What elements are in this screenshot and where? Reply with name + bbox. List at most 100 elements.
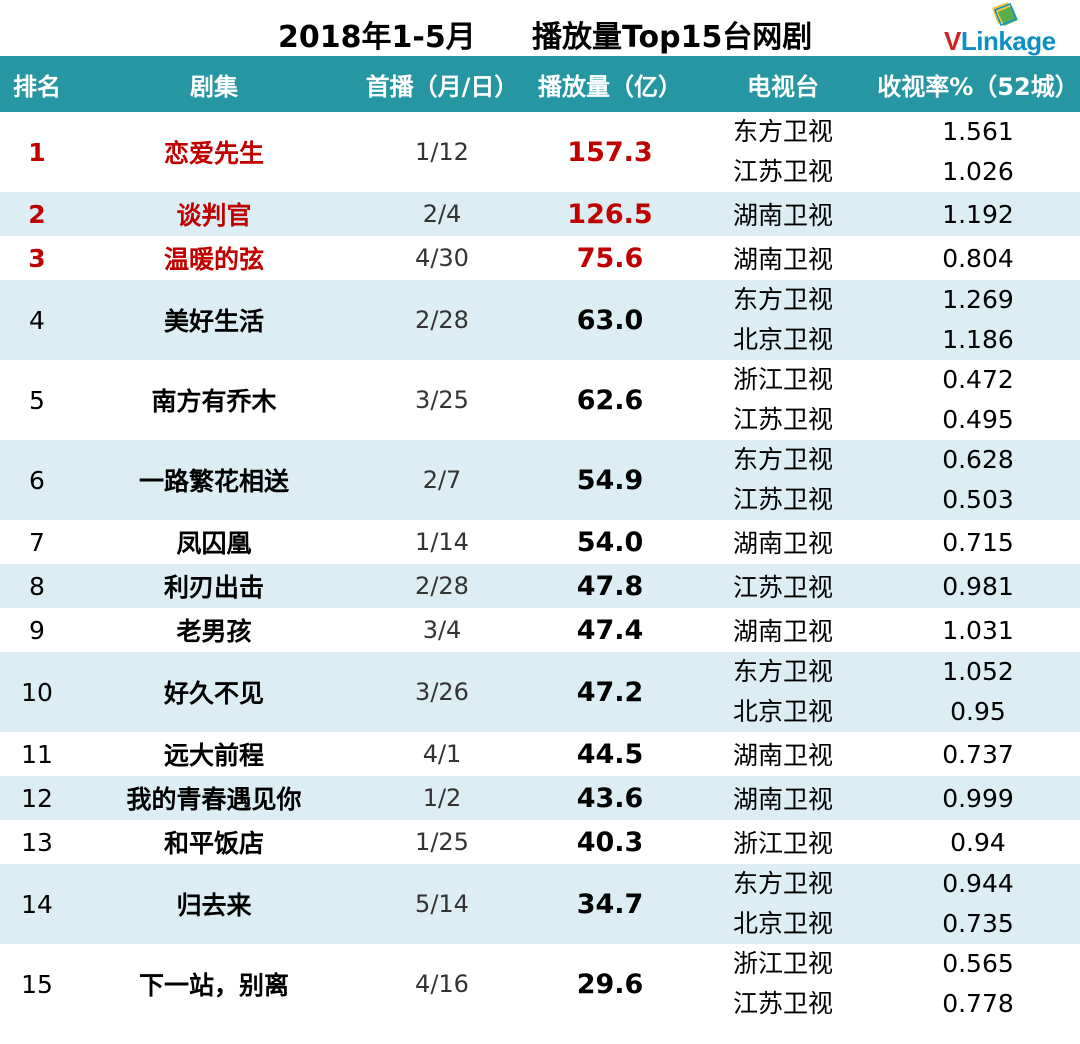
title-subject: 播放量Top15台网剧 [532, 20, 813, 55]
premiere-date: 1/12 [415, 138, 469, 166]
header-rating: 收视率%（52城） [877, 72, 1079, 101]
rating-value: 0.944 [942, 869, 1014, 898]
premiere-date: 1/14 [415, 528, 469, 556]
series-name: 老男孩 [176, 617, 252, 646]
channel-name: 北京卫视 [732, 697, 833, 726]
rating-value: 1.031 [942, 615, 1014, 645]
rating-cell: 0.472 0.495 [876, 360, 1080, 440]
channel-name: 浙江卫视 [732, 365, 833, 394]
series-name: 南方有乔木 [151, 387, 277, 416]
table-row: 10 好久不见 3/26 47.2 东方卫视 北京卫视 1.052 0.95 [0, 652, 1080, 732]
channel-name: 湖南卫视 [732, 617, 833, 646]
table-row: 14 归去来 5/14 34.7 东方卫视 北京卫视 0.944 0.735 [0, 864, 1080, 944]
logo-mark-icon [992, 2, 1018, 26]
table-row: 9 老男孩 3/4 47.4 湖南卫视 1.031 [0, 608, 1080, 652]
channel-name: 江苏卫视 [732, 485, 833, 514]
rating-cell: 1.269 1.186 [876, 280, 1080, 360]
channel-name: 东方卫视 [732, 657, 833, 686]
play-count: 43.6 [576, 782, 644, 814]
play-count: 40.3 [576, 826, 644, 858]
play-count: 47.4 [576, 614, 644, 646]
channel-name: 湖南卫视 [732, 245, 833, 274]
rating-value: 0.495 [942, 405, 1014, 434]
series-name: 美好生活 [163, 307, 264, 336]
table-row: 2 谈判官 2/4 126.5 湖南卫视 1.192 [0, 192, 1080, 236]
rating-value: 0.778 [942, 989, 1014, 1018]
channel-name: 江苏卫视 [732, 405, 833, 434]
channel-cell: 东方卫视 江苏卫视 [690, 440, 876, 520]
play-count: 75.6 [576, 242, 644, 274]
page-title: 2018年1-5月 播放量Top15台网剧 VLinkage [0, 0, 1080, 56]
channel-name: 湖南卫视 [732, 201, 833, 230]
play-count: 29.6 [576, 968, 644, 1000]
premiere-date: 2/4 [422, 200, 462, 228]
rank-cell: 2 [28, 199, 46, 229]
premiere-date: 4/16 [415, 970, 469, 998]
rating-value: 0.981 [942, 571, 1014, 601]
premiere-date: 2/7 [422, 466, 462, 494]
rating-cell: 1.561 1.026 [876, 112, 1080, 192]
rank-cell: 1 [28, 137, 46, 167]
table-row: 4 美好生活 2/28 63.0 东方卫视 北京卫视 1.269 1.186 [0, 280, 1080, 360]
table-header-row: 排名 剧集 首播（月/日） 播放量（亿） 电视台 收视率%（52城） [0, 56, 1080, 112]
rating-value: 0.715 [942, 527, 1014, 557]
vlinkage-logo: VLinkage [944, 2, 1080, 56]
series-name: 和平饭店 [163, 829, 264, 858]
play-count: 34.7 [576, 888, 644, 920]
rank-cell: 3 [28, 243, 46, 273]
table-row: 7 凤囚凰 1/14 54.0 湖南卫视 0.715 [0, 520, 1080, 564]
rank-cell: 10 [21, 677, 53, 707]
rating-cell: 1.052 0.95 [876, 652, 1080, 732]
header-channel: 电视台 [747, 72, 819, 101]
rank-cell: 13 [21, 827, 53, 857]
series-name: 利刃出击 [163, 573, 264, 602]
channel-name: 浙江卫视 [732, 829, 833, 858]
channel-name: 东方卫视 [732, 285, 833, 314]
rating-value: 0.737 [942, 739, 1014, 769]
play-count: 54.9 [576, 464, 644, 496]
rating-value: 0.999 [942, 783, 1014, 813]
rating-value: 1.026 [942, 157, 1014, 186]
channel-name: 浙江卫视 [732, 949, 833, 978]
rank-cell: 6 [29, 465, 45, 495]
play-count: 47.2 [576, 676, 644, 708]
rank-cell: 12 [21, 783, 53, 813]
channel-cell: 东方卫视 北京卫视 [690, 652, 876, 732]
rating-value: 0.95 [950, 697, 1006, 726]
rating-cell: 0.628 0.503 [876, 440, 1080, 520]
rating-value: 1.192 [942, 199, 1014, 229]
header-plays: 播放量（亿） [538, 72, 682, 101]
series-name: 远大前程 [163, 741, 264, 770]
premiere-date: 1/2 [422, 784, 462, 812]
rank-cell: 14 [21, 889, 53, 919]
play-count: 62.6 [576, 384, 644, 416]
premiere-date: 1/25 [415, 828, 469, 856]
title-period: 2018年1-5月 [278, 20, 476, 55]
rating-value: 1.561 [942, 117, 1014, 146]
channel-name: 江苏卫视 [732, 157, 833, 186]
rating-value: 1.186 [942, 325, 1014, 354]
play-count: 54.0 [576, 526, 644, 558]
play-count: 126.5 [567, 198, 653, 230]
channel-name: 东方卫视 [732, 869, 833, 898]
play-count: 63.0 [576, 304, 644, 336]
series-name: 温暖的弦 [163, 245, 264, 274]
rank-cell: 15 [21, 969, 53, 999]
table-row: 12 我的青春遇见你 1/2 43.6 湖南卫视 0.999 [0, 776, 1080, 820]
play-count: 47.8 [576, 570, 644, 602]
table-row: 3 温暖的弦 4/30 75.6 湖南卫视 0.804 [0, 236, 1080, 280]
channel-cell: 东方卫视 北京卫视 [690, 280, 876, 360]
premiere-date: 3/26 [415, 678, 469, 706]
table-row: 8 利刃出击 2/28 47.8 江苏卫视 0.981 [0, 564, 1080, 608]
rating-cell: 0.565 0.778 [876, 944, 1080, 1024]
logo-wordmark: VLinkage [944, 26, 1056, 56]
channel-name: 北京卫视 [732, 909, 833, 938]
series-name: 谈判官 [176, 201, 252, 230]
rating-value: 0.94 [950, 827, 1006, 857]
rating-cell: 0.944 0.735 [876, 864, 1080, 944]
table-row: 15 下一站，别离 4/16 29.6 浙江卫视 江苏卫视 0.565 0.77… [0, 944, 1080, 1024]
rating-value: 0.472 [942, 365, 1014, 394]
play-count: 44.5 [576, 738, 644, 770]
channel-cell: 浙江卫视 江苏卫视 [690, 944, 876, 1024]
series-name: 一路繁花相送 [138, 467, 289, 496]
